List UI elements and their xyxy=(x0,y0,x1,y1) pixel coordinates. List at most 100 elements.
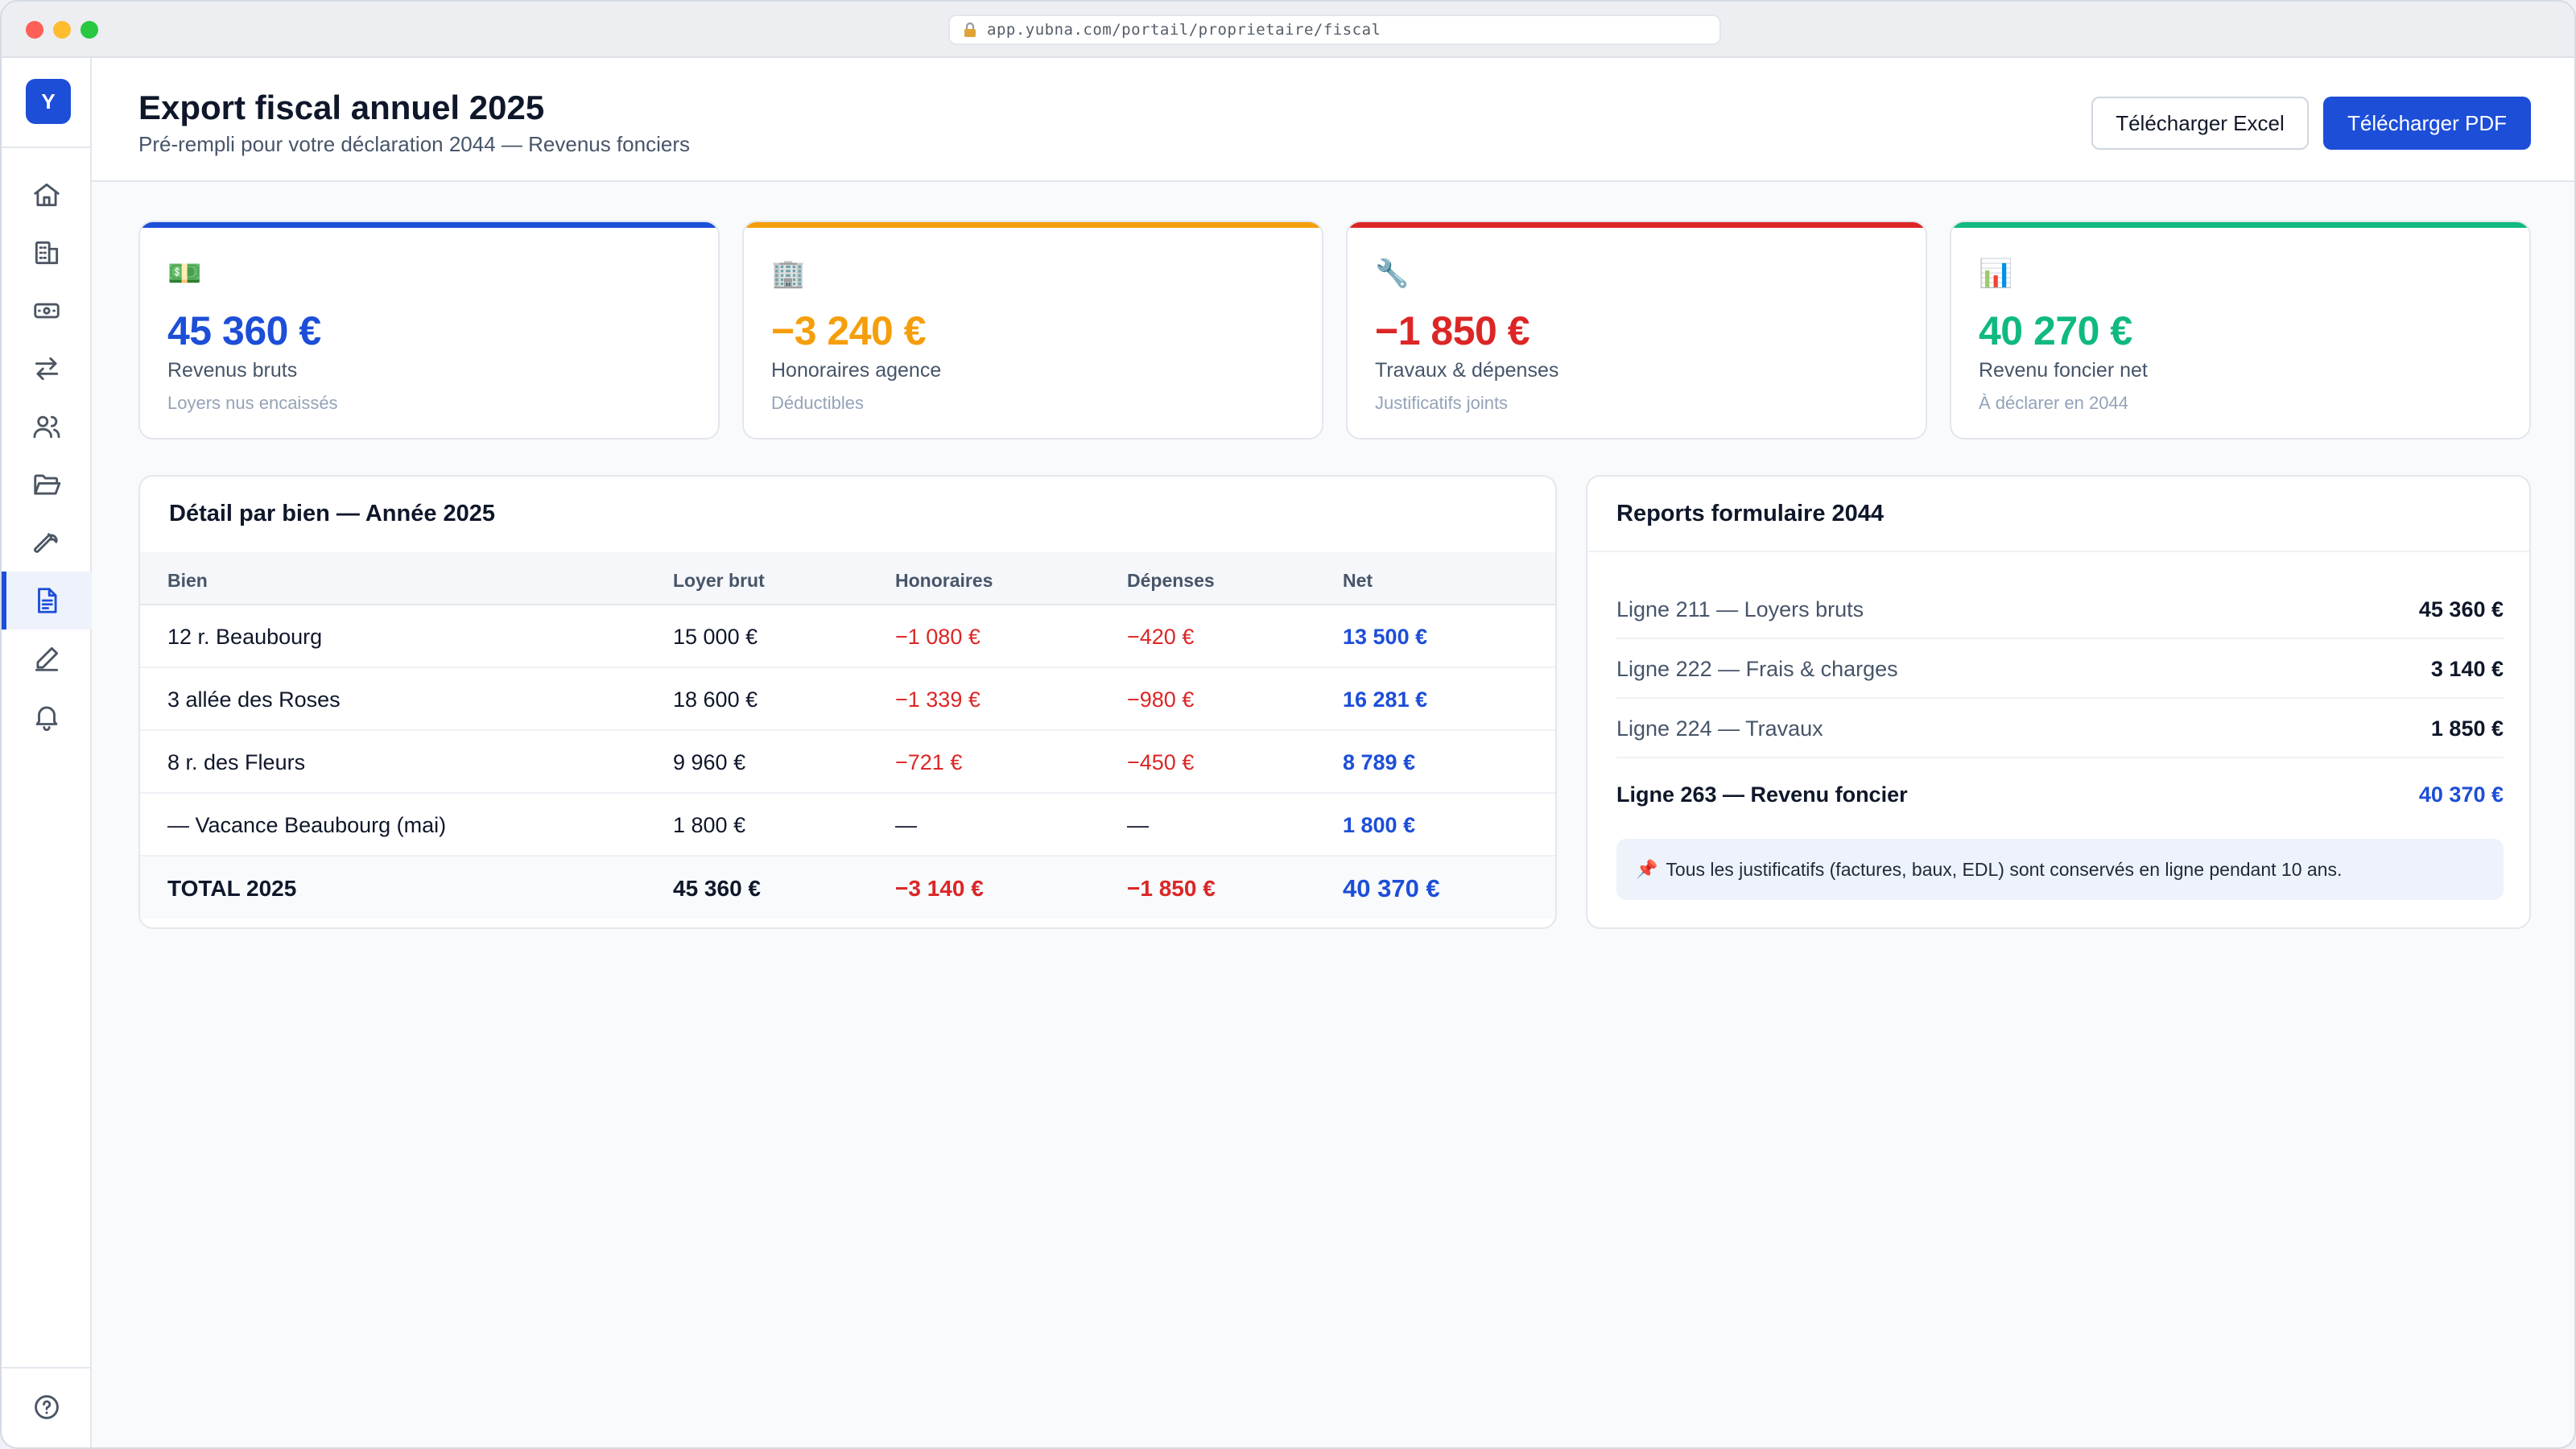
bell-icon xyxy=(35,706,58,731)
report-line: Ligne 222 — Frais & charges 3 140 € xyxy=(1616,639,2504,699)
lock-icon xyxy=(961,21,979,39)
kpi-label: Revenus bruts xyxy=(167,359,298,382)
cell-bien: — Vacance Beaubourg (mai) xyxy=(167,813,447,837)
browser-titlebar: app.yubna.com/portail/proprietaire/fisca… xyxy=(2,2,2574,58)
kpi-note: Justificatifs joints xyxy=(1375,393,1509,413)
cell-honoraires: −1 080 € xyxy=(895,625,980,649)
download-pdf-button[interactable]: Télécharger PDF xyxy=(2323,97,2531,150)
pushpin-icon: 📌 xyxy=(1636,859,1658,879)
cell-loyer: 1 800 € xyxy=(673,813,746,837)
kpi-accent-bar xyxy=(1951,222,2529,228)
table-total-row: TOTAL 2025 45 360 € −3 140 € −1 850 € 40… xyxy=(140,857,1555,919)
kpi-card-honoraires: 🏢 −3 240 € Honoraires agence Déductibles xyxy=(742,221,1323,440)
cell-bien: 3 allée des Roses xyxy=(167,687,341,712)
table-row[interactable]: 12 r. Beaubourg 15 000 € −1 080 € −420 €… xyxy=(140,605,1555,668)
cell-bien: 8 r. des Fleurs xyxy=(167,750,306,774)
cell-net: 1 800 € xyxy=(1343,813,1416,837)
sidebar: Y xyxy=(2,58,92,1447)
kpi-card-revenu-net: 📊 40 270 € Revenu foncier net À déclarer… xyxy=(1950,221,2531,440)
cell-total-label: TOTAL 2025 xyxy=(167,876,297,901)
kpi-label: Travaux & dépenses xyxy=(1375,359,1559,382)
download-excel-button[interactable]: Télécharger Excel xyxy=(2091,97,2309,150)
cell-total-honoraires: −3 140 € xyxy=(895,876,984,901)
close-window-button[interactable] xyxy=(26,21,43,39)
column-header-depenses[interactable]: Dépenses xyxy=(1127,570,1215,591)
retention-note: 📌 Tous les justificatifs (factures, baux… xyxy=(1616,839,2504,900)
sidebar-item-signature[interactable] xyxy=(2,630,92,687)
column-header-honoraires[interactable]: Honoraires xyxy=(895,570,993,591)
wrench-icon xyxy=(34,533,58,553)
report-line-label: Ligne 263 — Revenu foncier xyxy=(1616,782,1908,807)
sidebar-item-help[interactable] xyxy=(2,1378,92,1436)
sidebar-item-maintenance[interactable] xyxy=(2,514,92,572)
cell-net: 13 500 € xyxy=(1343,625,1428,649)
report-line-value: 1 850 € xyxy=(2430,716,2504,741)
kpi-note: Déductibles xyxy=(771,393,864,413)
cell-honoraires: −1 339 € xyxy=(895,687,980,712)
table-row[interactable]: — Vacance Beaubourg (mai) 1 800 € — — 1 … xyxy=(140,794,1555,857)
table-header: Bien Loyer brut Honoraires Dépenses Net xyxy=(140,552,1555,605)
cell-loyer: 18 600 € xyxy=(673,687,758,712)
sidebar-item-buildings[interactable] xyxy=(2,224,92,282)
document-icon xyxy=(38,588,57,613)
column-header-loyer-brut[interactable]: Loyer brut xyxy=(673,570,765,591)
sidebar-item-notifications[interactable] xyxy=(2,687,92,745)
cell-honoraires: −721 € xyxy=(895,750,963,774)
sidebar-item-documents[interactable] xyxy=(2,456,92,514)
cell-loyer: 9 960 € xyxy=(673,750,746,774)
report-line-value: 45 360 € xyxy=(2418,597,2504,621)
cell-depenses: −980 € xyxy=(1127,687,1195,712)
minimize-window-button[interactable] xyxy=(53,21,71,39)
report-line: Ligne 224 — Travaux 1 850 € xyxy=(1616,699,2504,758)
cell-depenses: −420 € xyxy=(1127,625,1195,649)
report-line-value: 3 140 € xyxy=(2430,657,2504,681)
kpi-label: Revenu foncier net xyxy=(1979,359,2148,382)
column-header-bien[interactable]: Bien xyxy=(167,570,208,591)
sidebar-item-home[interactable] xyxy=(2,166,92,224)
sidebar-item-payments[interactable] xyxy=(2,282,92,340)
reports-panel-title: Reports formulaire 2044 xyxy=(1616,501,1885,526)
table-row[interactable]: 3 allée des Roses 18 600 € −1 339 € −980… xyxy=(140,668,1555,731)
sidebar-item-transfers[interactable] xyxy=(2,340,92,398)
kpi-accent-bar xyxy=(1348,222,1926,228)
cell-depenses: −450 € xyxy=(1127,750,1195,774)
banknote-icon xyxy=(34,303,60,319)
report-line-label: Ligne 211 — Loyers bruts xyxy=(1616,597,1864,621)
help-icon xyxy=(35,1395,59,1419)
cell-net: 8 789 € xyxy=(1343,750,1416,774)
cell-total-depenses: −1 850 € xyxy=(1127,876,1216,901)
bar-chart-icon: 📊 xyxy=(1979,258,2013,289)
page-header: Export fiscal annuel 2025 Pré-rempli pou… xyxy=(92,58,2574,182)
detail-table-panel: Détail par bien — Année 2025 Bien Loyer … xyxy=(138,475,1557,929)
kpi-card-revenus-bruts: 💵 45 360 € Revenus bruts Loyers nus enca… xyxy=(138,221,720,440)
sidebar-item-fiscal[interactable] xyxy=(2,572,92,630)
report-line-label: Ligne 224 — Travaux xyxy=(1616,716,1823,741)
cell-honoraires: — xyxy=(895,813,917,837)
cell-total-loyer: 45 360 € xyxy=(673,876,761,901)
page-subtitle: Pré-rempli pour votre déclaration 2044 —… xyxy=(138,132,691,156)
kpi-value: −1 850 € xyxy=(1375,308,1530,353)
app-logo[interactable]: Y xyxy=(26,79,71,124)
report-line-total: Ligne 263 — Revenu foncier 40 370 € xyxy=(1616,765,2504,824)
kpi-value: 40 270 € xyxy=(1979,308,2132,353)
money-icon: 💵 xyxy=(167,258,202,289)
column-header-net[interactable]: Net xyxy=(1343,570,1373,591)
transfer-arrows-icon xyxy=(35,357,59,381)
address-bar[interactable]: app.yubna.com/portail/proprietaire/fisca… xyxy=(948,14,1721,45)
report-line: Ligne 211 — Loyers bruts 45 360 € xyxy=(1616,580,2504,639)
wrench-icon: 🔧 xyxy=(1375,258,1410,289)
cell-bien: 12 r. Beaubourg xyxy=(167,625,323,649)
office-building-icon: 🏢 xyxy=(771,258,806,289)
cell-net: 16 281 € xyxy=(1343,687,1428,712)
home-icon xyxy=(34,183,60,207)
report-line-value: 40 370 € xyxy=(2418,782,2504,807)
sidebar-item-tenants[interactable] xyxy=(2,398,92,456)
table-row[interactable]: 8 r. des Fleurs 9 960 € −721 € −450 € 8 … xyxy=(140,731,1555,794)
kpi-note: À déclarer en 2044 xyxy=(1979,393,2128,413)
users-icon xyxy=(33,415,60,439)
maximize-window-button[interactable] xyxy=(80,21,98,39)
kpi-value: −3 240 € xyxy=(771,308,927,353)
kpi-value: 45 360 € xyxy=(167,308,321,353)
report-line-label: Ligne 222 — Frais & charges xyxy=(1616,657,1898,681)
